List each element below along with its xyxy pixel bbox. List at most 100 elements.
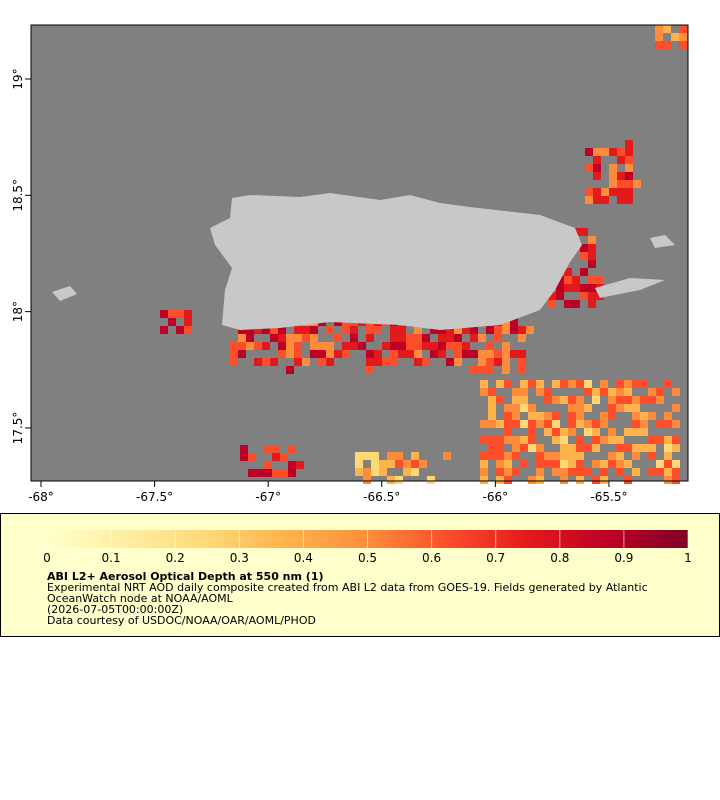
aod-pixel: [518, 334, 526, 342]
aod-pixel: [600, 460, 608, 468]
aod-pixel: [609, 148, 617, 156]
aod-pixel: [592, 388, 600, 396]
colorbar-tick-label: 0: [43, 551, 51, 565]
aod-pixel: [588, 284, 596, 292]
map-frame: [30, 24, 689, 482]
aod-pixel: [576, 468, 584, 476]
aod-pixel: [414, 326, 422, 334]
aod-pixel: [488, 444, 496, 452]
aod-pixel: [664, 452, 672, 460]
aod-pixel: [600, 476, 608, 484]
aod-pixel: [371, 452, 379, 460]
aod-pixel: [488, 388, 496, 396]
aod-pixel: [414, 358, 422, 366]
aod-pixel: [363, 468, 371, 476]
aod-pixel: [536, 388, 544, 396]
aod-pixel: [648, 468, 656, 476]
aod-pixel: [624, 460, 632, 468]
aod-pixel: [280, 453, 288, 461]
aod-pixel: [176, 326, 184, 334]
aod-pixel: [395, 452, 403, 460]
aod-pixel: [518, 326, 526, 334]
aod-pixel: [608, 436, 616, 444]
aod-pixel: [288, 445, 296, 453]
aod-pixel: [478, 358, 486, 366]
aod-pixel: [387, 476, 395, 484]
aod-pixel: [584, 444, 592, 452]
aod-pixel: [318, 350, 326, 358]
aod-pixel: [520, 460, 528, 468]
aod-pixel: [395, 460, 403, 468]
vieques: [595, 278, 665, 298]
aod-pixel: [588, 276, 596, 284]
aod-pixel: [512, 444, 520, 452]
aod-pixel: [430, 326, 438, 334]
x-tick-label: -66°: [483, 490, 509, 504]
aod-pixel: [390, 350, 398, 358]
aod-pixel: [576, 404, 584, 412]
aod-pixel: [512, 388, 520, 396]
aod-pixel: [528, 428, 536, 436]
aod-pixel: [374, 326, 382, 334]
aod-pixel: [387, 452, 395, 460]
aod-pixel: [462, 326, 470, 334]
aod-pixel: [496, 380, 504, 388]
aod-pixel: [552, 412, 560, 420]
aod-pixel: [480, 476, 488, 484]
aod-pixel: [625, 164, 633, 172]
aod-pixel: [536, 444, 544, 452]
aod-pixel: [617, 196, 625, 204]
aod-pixel: [270, 334, 278, 342]
aod-pixel: [655, 33, 663, 41]
aod-pixel: [504, 412, 512, 420]
aod-pixel: [488, 412, 496, 420]
aod-pixel: [454, 326, 462, 334]
aod-pixel: [379, 468, 387, 476]
aod-pixel: [609, 188, 617, 196]
aod-pixel: [656, 468, 664, 476]
aod-pixel: [486, 358, 494, 366]
aod-pixel: [624, 444, 632, 452]
caption-line: Data courtesy of USDOC/NOAA/OAR/AOML/PHO…: [47, 614, 316, 627]
aod-pixel: [520, 404, 528, 412]
aod-pixel: [585, 196, 593, 204]
aod-pixel: [254, 326, 262, 334]
aod-pixel: [246, 334, 254, 342]
aod-pixel: [608, 388, 616, 396]
aod-pixel: [568, 428, 576, 436]
aod-pixel: [520, 396, 528, 404]
aod-pixel: [480, 460, 488, 468]
aod-pixel: [617, 188, 625, 196]
aod-pixel: [560, 460, 568, 468]
aod-pixel: [544, 460, 552, 468]
aod-pixel: [262, 326, 270, 334]
aod-pixel: [512, 412, 520, 420]
aod-pixel: [564, 300, 572, 308]
aod-pixel: [560, 476, 568, 484]
aod-pixel: [350, 326, 358, 334]
aod-pixel: [672, 388, 680, 396]
aod-pixel: [486, 366, 494, 374]
aod-pixel: [480, 468, 488, 476]
aod-pixel: [286, 366, 294, 374]
aod-pixel: [592, 436, 600, 444]
aod-pixel: [374, 358, 382, 366]
aod-pixel: [633, 180, 641, 188]
aod-pixel: [504, 420, 512, 428]
aod-pixel: [496, 452, 504, 460]
aod-pixel: [430, 350, 438, 358]
aod-pixel: [358, 342, 366, 350]
aod-pixel: [355, 468, 363, 476]
colorbar-tick-label: 0.4: [294, 551, 313, 565]
aod-pixel: [672, 468, 680, 476]
aod-pixel: [624, 388, 632, 396]
aod-pixel: [548, 292, 556, 300]
aod-pixel: [592, 428, 600, 436]
aod-pixel: [342, 350, 350, 358]
aod-pixel: [502, 350, 510, 358]
aod-pixel: [502, 326, 510, 334]
aod-pixel: [230, 358, 238, 366]
aod-pixel: [568, 380, 576, 388]
colorbar-tick-label: 0.3: [230, 551, 249, 565]
